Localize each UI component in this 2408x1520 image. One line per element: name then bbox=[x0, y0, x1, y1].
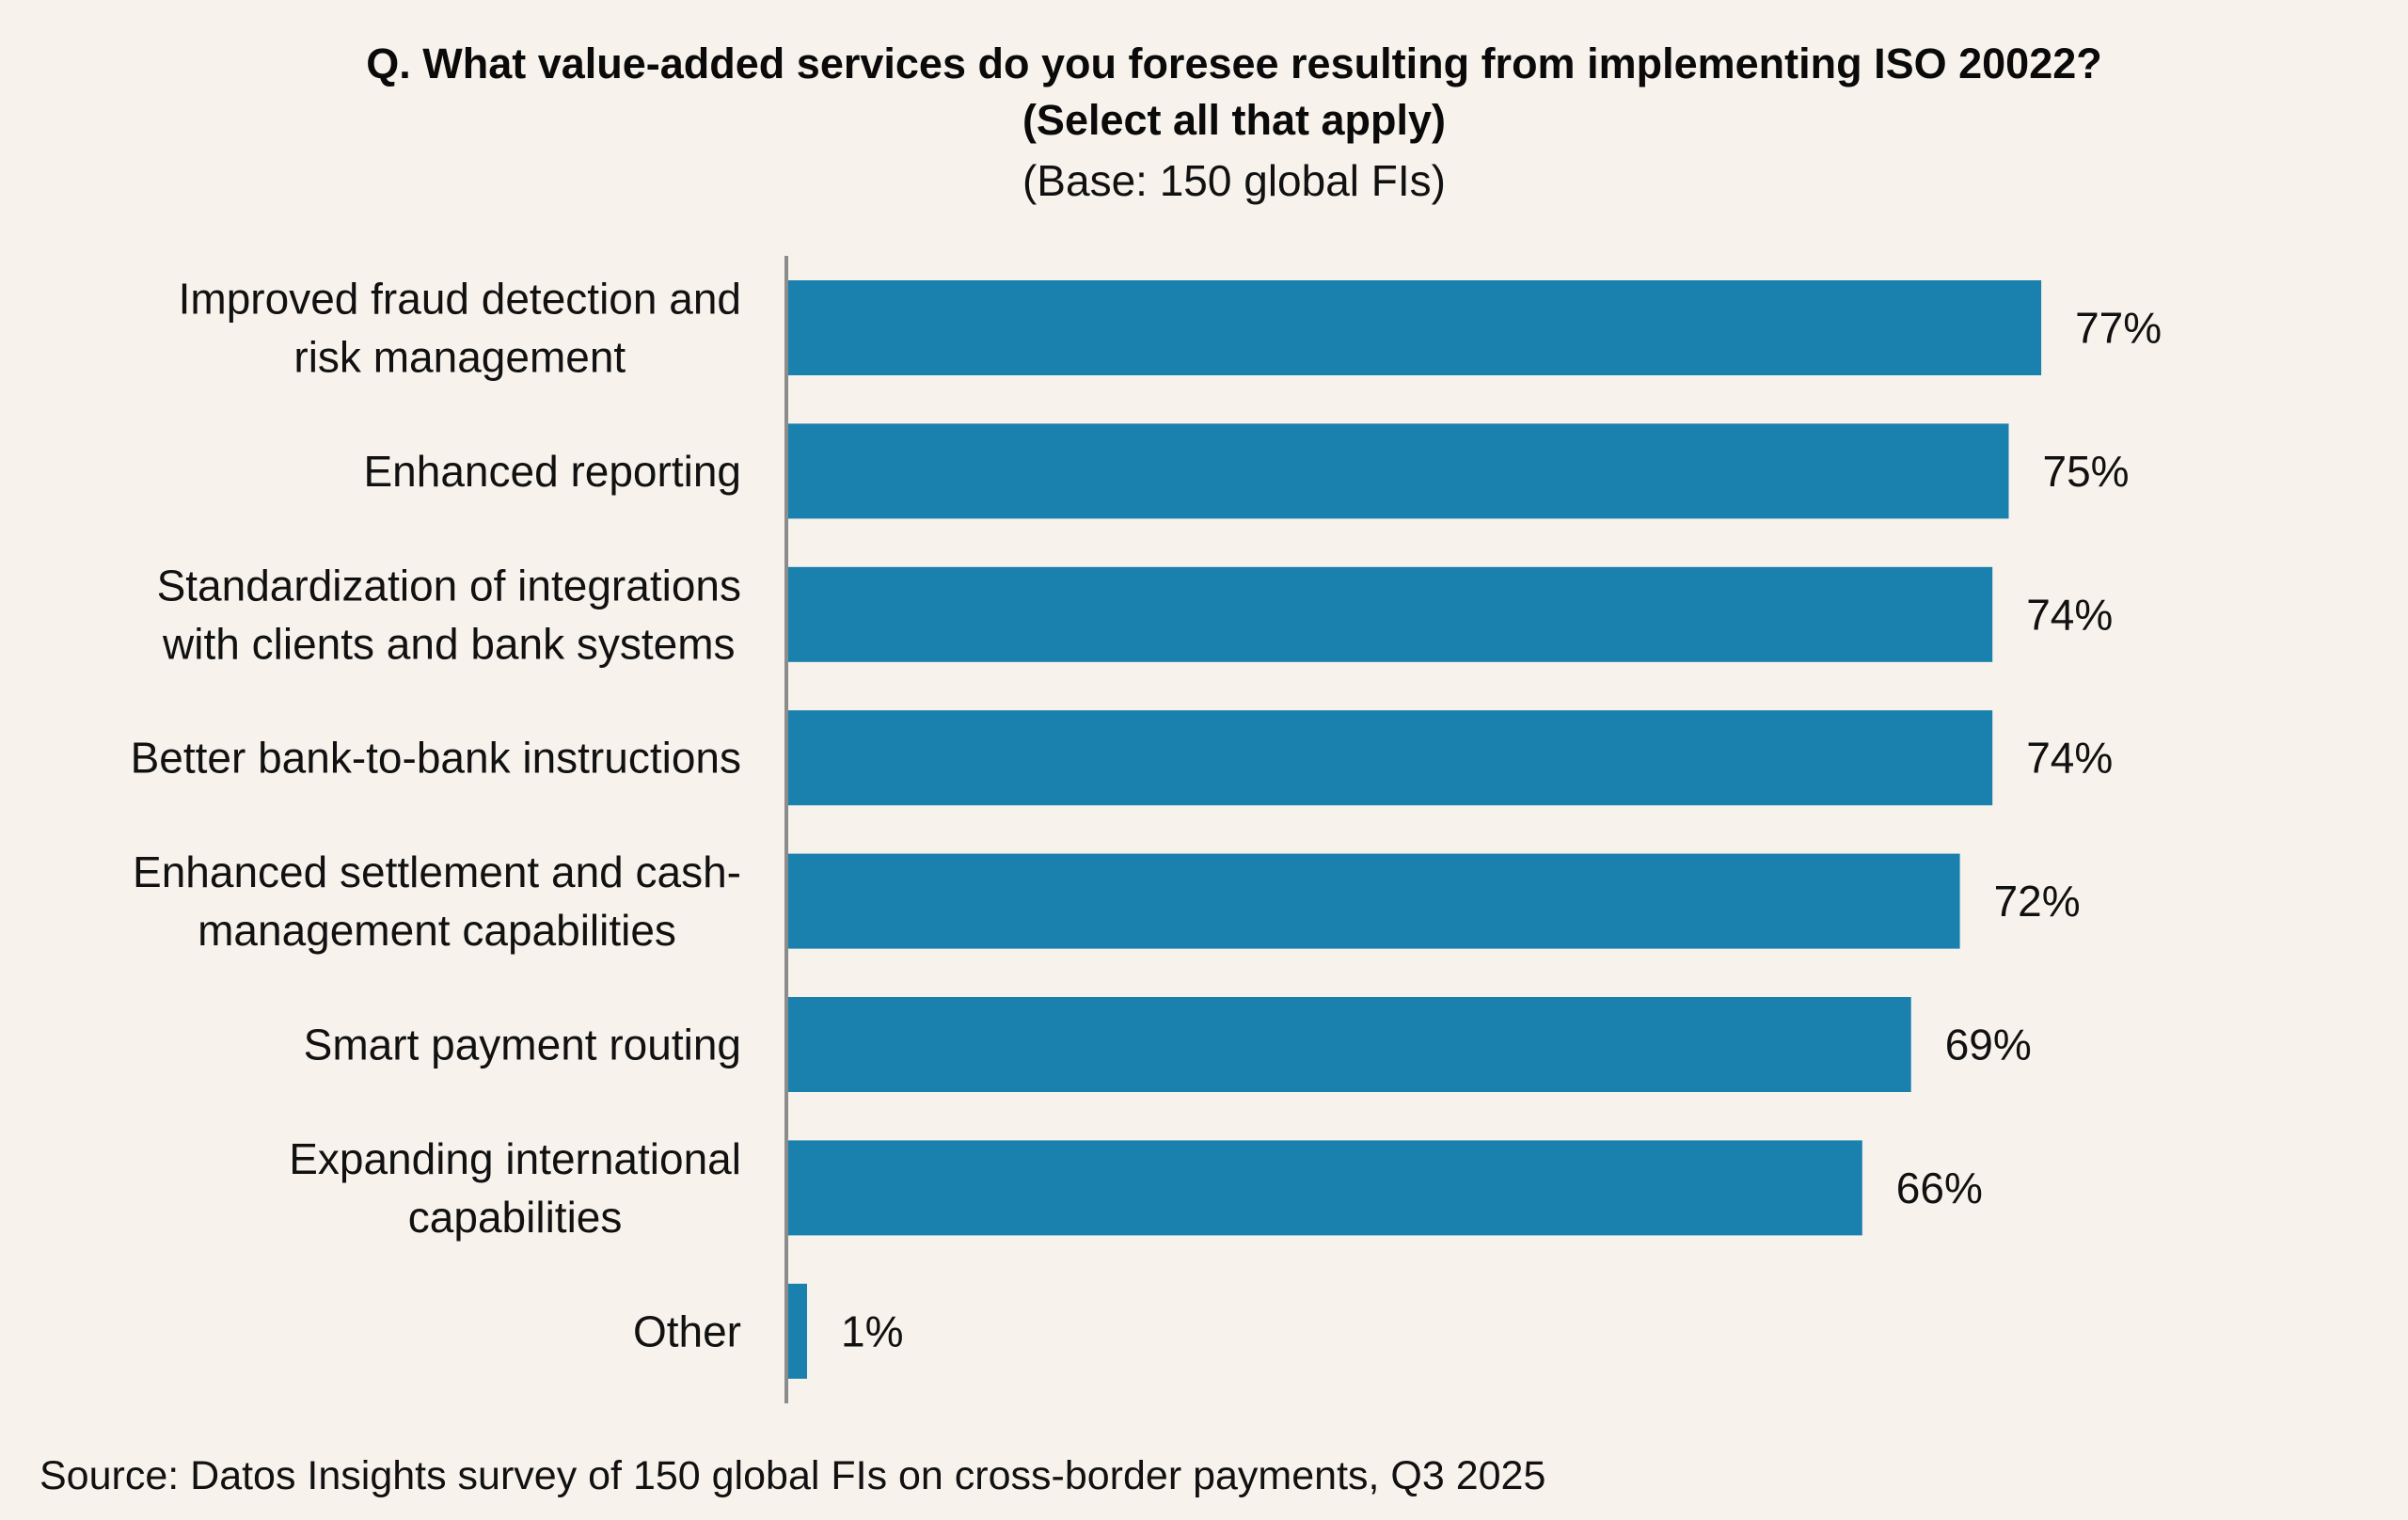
category-label-line: Smart payment routing bbox=[304, 1021, 741, 1069]
value-labels-group: 77% 75% 74% 74% 72% 69% 66% 1% bbox=[841, 304, 2162, 1356]
value-label: 66% bbox=[1896, 1164, 1983, 1212]
category-label-line: capabilities bbox=[408, 1193, 623, 1242]
value-label: 69% bbox=[1945, 1021, 2032, 1069]
category-label: Enhanced reporting bbox=[363, 447, 741, 496]
bar bbox=[788, 280, 2042, 375]
category-label-line: Standardization of integrations bbox=[157, 561, 741, 610]
category-label: Enhanced settlement and cash-management … bbox=[133, 847, 741, 955]
bar bbox=[788, 423, 2009, 519]
category-label-line: with clients and bank systems bbox=[162, 619, 736, 668]
category-label-line: management capabilities bbox=[198, 906, 676, 955]
category-label: Smart payment routing bbox=[304, 1021, 741, 1069]
bars-group bbox=[788, 280, 2042, 1379]
category-label: Other bbox=[633, 1306, 741, 1355]
value-label: 72% bbox=[1994, 877, 2081, 926]
category-label-line: Enhanced reporting bbox=[363, 447, 741, 496]
category-label: Expanding international capabilities bbox=[289, 1134, 741, 1242]
value-label: 74% bbox=[2026, 590, 2113, 639]
value-label: 75% bbox=[2043, 447, 2130, 496]
chart-subtitle: (Base: 150 global FIs) bbox=[0, 154, 2408, 207]
category-labels-group: Improved fraud detection and risk managem… bbox=[131, 275, 741, 1356]
source-note: Source: Datos Insights survey of 150 glo… bbox=[40, 1453, 1546, 1498]
value-label: 1% bbox=[841, 1306, 903, 1355]
value-label: 77% bbox=[2075, 304, 2162, 353]
bar bbox=[788, 566, 1993, 662]
category-label-line: Other bbox=[633, 1306, 741, 1355]
bar bbox=[788, 1283, 807, 1379]
category-label-line: Enhanced settlement and cash- bbox=[133, 847, 741, 896]
category-label: Standardization of integrations with clie… bbox=[157, 561, 741, 668]
category-label: Improved fraud detection and risk managem… bbox=[179, 275, 741, 382]
bar bbox=[788, 853, 1960, 949]
category-label-line: risk management bbox=[293, 333, 626, 382]
category-label-line: Improved fraud detection and bbox=[179, 275, 741, 324]
category-label-line: Better bank-to-bank instructions bbox=[131, 734, 741, 783]
bar bbox=[788, 1140, 1862, 1236]
bar bbox=[788, 710, 1993, 806]
category-label-line: Expanding international bbox=[289, 1134, 741, 1183]
bar bbox=[788, 997, 1911, 1092]
category-label: Better bank-to-bank instructions bbox=[131, 734, 741, 783]
chart-subtitle-text: (Base: 150 global FIs) bbox=[1022, 156, 1446, 205]
value-label: 74% bbox=[2026, 734, 2113, 783]
chart-title: Q. What value-added services do you fore… bbox=[366, 40, 2102, 144]
